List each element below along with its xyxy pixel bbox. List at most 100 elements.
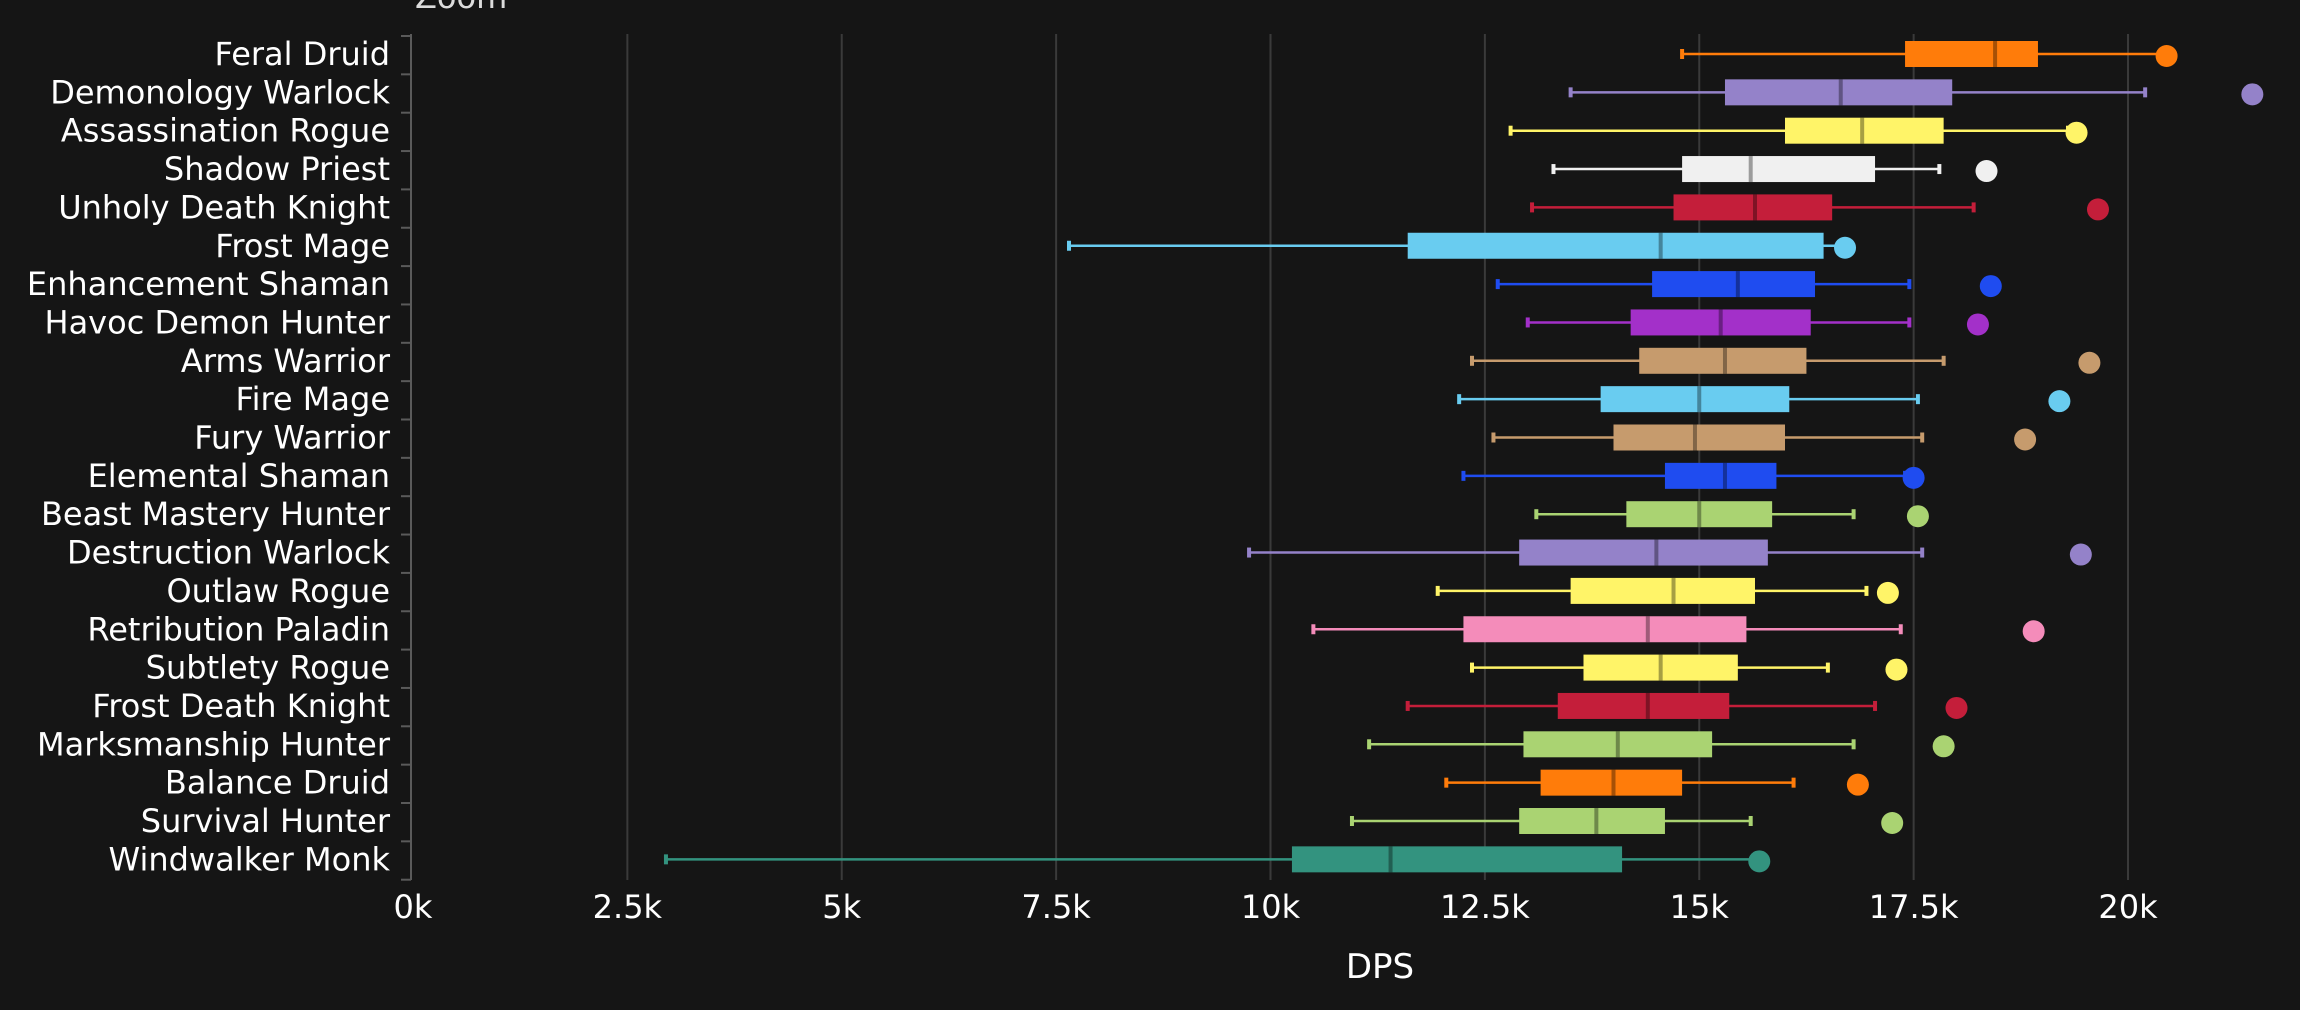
- iqr-box: [1626, 501, 1773, 528]
- x-tick-label: 2.5k: [593, 888, 663, 926]
- y-axis: [401, 34, 412, 881]
- outlier-point: [1834, 236, 1857, 259]
- box-fury-warrior: [1491, 424, 2037, 451]
- outlier-point: [2065, 121, 2088, 144]
- outlier-point: [1975, 160, 1998, 183]
- box-enhancement-shaman: [1495, 271, 2002, 298]
- iqr-box: [1583, 654, 1738, 681]
- spec-label: Arms Warrior: [181, 342, 391, 380]
- spec-label: Beast Mastery Hunter: [41, 495, 391, 533]
- iqr-box: [1664, 462, 1777, 489]
- spec-label: Demonology Warlock: [50, 73, 390, 111]
- iqr-box: [1557, 692, 1730, 719]
- spec-label: Subtlety Rogue: [146, 649, 390, 687]
- box-fire-mage: [1457, 386, 2071, 413]
- box-beast-mastery-hunter: [1534, 501, 1929, 528]
- box-assassination-rogue: [1508, 117, 2088, 144]
- spec-label: Enhancement Shaman: [27, 265, 390, 303]
- iqr-box: [1673, 194, 1833, 221]
- x-tick-label: 10k: [1241, 888, 1301, 926]
- outlier-point: [2048, 390, 2071, 413]
- spec-label: Windwalker Monk: [109, 840, 391, 878]
- iqr-box: [1291, 846, 1623, 873]
- outlier-point: [2155, 45, 2178, 67]
- outlier-point: [1902, 466, 1925, 489]
- outlier-point: [2078, 351, 2101, 374]
- x-tick-label: 5k: [822, 888, 861, 926]
- outlier-point: [2014, 428, 2037, 451]
- outlier-point: [1979, 275, 2002, 298]
- iqr-box: [1652, 271, 1816, 298]
- outlier-point: [1906, 505, 1929, 528]
- box-series: [663, 41, 2264, 873]
- iqr-box: [1600, 386, 1790, 413]
- spec-label: Marksmanship Hunter: [37, 725, 391, 763]
- box-retribution-paladin: [1311, 616, 2045, 643]
- outlier-point: [2069, 543, 2092, 566]
- x-axis-ticks: 0k 2.5k 5k 7.5k 10k 12.5k 15k 17.5k 20k: [394, 888, 2159, 926]
- spec-label: Havoc Demon Hunter: [45, 303, 391, 341]
- box-arms-warrior: [1470, 347, 2101, 374]
- box-windwalker-monk: [663, 846, 1771, 873]
- box-havoc-demon-hunter: [1525, 309, 1989, 336]
- outlier-point: [1932, 735, 1955, 758]
- x-tick-label: 20k: [2098, 888, 2158, 926]
- box-shadow-priest: [1551, 156, 1998, 183]
- box-survival-hunter: [1349, 808, 1904, 834]
- x-tick-label: 17.5k: [1869, 888, 1959, 926]
- iqr-box: [1519, 539, 1768, 566]
- iqr-box: [1463, 616, 1747, 643]
- box-destruction-warlock: [1247, 539, 2092, 566]
- box-demonology-warlock: [1568, 79, 2264, 106]
- iqr-box: [1613, 424, 1785, 451]
- box-frost-mage: [1066, 232, 1857, 259]
- x-axis-title: DPS: [1346, 947, 1414, 987]
- box-subtlety-rogue: [1470, 654, 1908, 681]
- grid-lines: [626, 34, 2129, 880]
- iqr-box: [1540, 769, 1683, 796]
- outlier-point: [1966, 313, 1989, 336]
- spec-label: Outlaw Rogue: [166, 572, 390, 610]
- spec-label: Fury Warrior: [194, 419, 391, 457]
- spec-label: Destruction Warlock: [67, 534, 390, 572]
- spec-label: Shadow Priest: [164, 150, 390, 188]
- iqr-box: [1570, 577, 1755, 604]
- spec-label: Balance Druid: [165, 764, 390, 802]
- box-frost-death-knight: [1405, 692, 1968, 719]
- iqr-box: [1523, 731, 1713, 758]
- box-unholy-death-knight: [1530, 194, 2109, 221]
- outlier-point: [2022, 620, 2045, 643]
- iqr-box: [1682, 156, 1876, 183]
- iqr-box: [1407, 232, 1824, 259]
- box-balance-druid: [1444, 769, 1869, 796]
- iqr-box: [1630, 309, 1811, 336]
- iqr-box: [1905, 41, 2038, 67]
- spec-label: Fire Mage: [236, 380, 391, 418]
- outlier-point: [1846, 773, 1869, 796]
- spec-label: Assassination Rogue: [61, 112, 390, 150]
- box-feral-druid: [1680, 41, 2178, 67]
- spec-label: Feral Druid: [215, 35, 390, 73]
- box-outlaw-rogue: [1435, 577, 1899, 604]
- iqr-box: [1519, 808, 1665, 834]
- zoom-label-fragment[interactable]: Zoom: [415, 0, 507, 16]
- outlier-point: [1945, 696, 1968, 719]
- outlier-point: [1748, 850, 1771, 873]
- box-elemental-shaman: [1461, 462, 1925, 489]
- iqr-box: [1785, 117, 1944, 144]
- spec-label: Elemental Shaman: [88, 457, 390, 495]
- x-tick-label: 12.5k: [1440, 888, 1530, 926]
- spec-label: Frost Death Knight: [92, 687, 390, 725]
- outlier-point: [1876, 581, 1899, 604]
- iqr-box: [1724, 79, 1953, 106]
- outlier-point: [2086, 198, 2109, 221]
- spec-label: Unholy Death Knight: [58, 188, 390, 226]
- outlier-point: [1881, 812, 1904, 834]
- x-tick-label: 0k: [394, 888, 433, 926]
- spec-label: Retribution Paladin: [87, 610, 390, 648]
- box-marksmanship-hunter: [1367, 731, 1955, 758]
- x-tick-label: 15k: [1670, 888, 1730, 926]
- outlier-point: [2241, 83, 2264, 106]
